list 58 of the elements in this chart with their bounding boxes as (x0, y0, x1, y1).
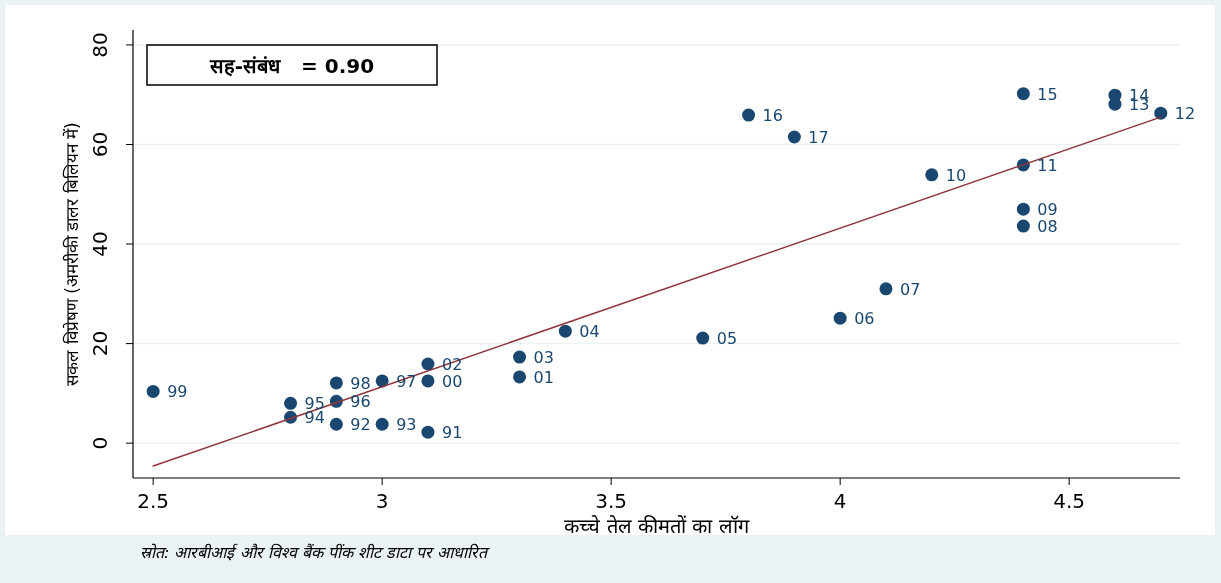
x-tick-label: 3 (375, 489, 389, 513)
annotation: 92 (350, 415, 371, 435)
annotation: 10 (945, 165, 967, 185)
point (375, 417, 389, 431)
annotation: 00 (441, 371, 463, 391)
annotation: 96 (350, 392, 371, 412)
point (329, 417, 343, 431)
point (146, 384, 160, 398)
point (1016, 219, 1030, 233)
point (513, 350, 527, 364)
point (421, 425, 435, 439)
annotation: 93 (396, 415, 417, 435)
y-tick-label: 0 (88, 436, 112, 450)
annotation: 07 (899, 279, 921, 299)
point (558, 324, 572, 338)
point (742, 108, 756, 122)
point (696, 331, 710, 345)
annotation: सह-संबंध = 0.90 (208, 54, 375, 78)
point (833, 311, 847, 325)
point (879, 282, 893, 296)
x-axis-title: कच्चे तेल कीमतों का लॉग (564, 514, 750, 538)
annotation: 99 (167, 382, 188, 402)
x-tick-label: 4 (833, 489, 847, 513)
point (1016, 87, 1030, 101)
point (421, 374, 435, 388)
x-tick-label: 4.5 (1053, 489, 1086, 513)
point (787, 130, 801, 144)
annotation: 98 (350, 373, 371, 393)
annotation: 09 (1037, 200, 1058, 220)
x-tick-label: 3.5 (595, 489, 628, 513)
annotation: 17 (808, 128, 829, 148)
text: स्रोत: आरबीआई और विश्व बैंक पींक शीट डाटा पर आधारित (140, 543, 491, 562)
point (513, 370, 527, 384)
annotation: 08 (1037, 217, 1058, 237)
annotation: 11 (1037, 155, 1058, 175)
point (1016, 202, 1030, 216)
annotation: 91 (441, 423, 463, 443)
y-axis-title: सकल विप्रेषण (अमरीकी डालर बिलियन में) (62, 122, 82, 386)
point (1154, 106, 1168, 120)
x-tick-label: 2.5 (137, 489, 170, 513)
annotation: 16 (762, 106, 783, 126)
annotation: 12 (1174, 104, 1196, 124)
point (284, 396, 298, 410)
y-tick-label: 20 (88, 330, 112, 357)
annotation: 15 (1037, 84, 1058, 104)
y-tick-label: 60 (88, 131, 112, 158)
annotation: 05 (716, 329, 738, 349)
point (1108, 97, 1122, 111)
point (925, 168, 939, 182)
annotation: 04 (579, 322, 600, 342)
point (421, 357, 435, 371)
point (375, 374, 389, 388)
y-tick-label: 80 (88, 32, 112, 58)
annotation: 01 (533, 367, 554, 387)
point (329, 376, 343, 390)
annotation: 03 (533, 348, 554, 368)
y-tick-label: 40 (88, 231, 112, 257)
annotation: 06 (854, 309, 875, 329)
